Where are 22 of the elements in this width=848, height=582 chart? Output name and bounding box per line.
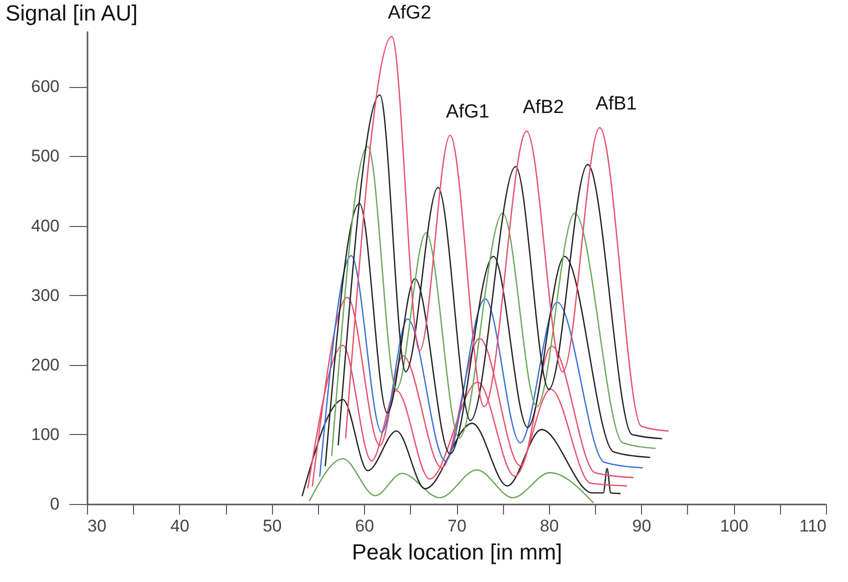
x-tick-label: 110 xyxy=(799,516,826,536)
y-tick-label: 200 xyxy=(31,355,60,374)
annotation: AfG1 xyxy=(446,101,490,122)
annotation: AfB2 xyxy=(522,97,564,118)
x-tick-label: 60 xyxy=(355,516,374,536)
x-axis-title: Peak location [in mm] xyxy=(352,540,562,564)
y-tick-label: 600 xyxy=(31,77,60,96)
x-tick-label: 90 xyxy=(632,516,652,536)
x-tick-label: 50 xyxy=(262,516,282,536)
y-tick-label: 400 xyxy=(31,216,60,236)
x-tick-label: 70 xyxy=(448,516,466,536)
y-tick-label: 300 xyxy=(31,286,60,305)
x-tick-label: 100 xyxy=(720,516,748,536)
annotation: AfG2 xyxy=(388,2,432,24)
x-tick-label: 80 xyxy=(540,516,559,536)
x-tick-label: 40 xyxy=(170,516,190,536)
annotation: AfB1 xyxy=(596,94,637,115)
x-tick-label: 30 xyxy=(88,516,106,536)
y-tick-label: 0 xyxy=(50,494,60,514)
y-tick-label: 100 xyxy=(31,424,60,444)
y-axis-title: Signal [in AU] xyxy=(6,0,138,26)
y-tick-label: 500 xyxy=(31,146,60,166)
